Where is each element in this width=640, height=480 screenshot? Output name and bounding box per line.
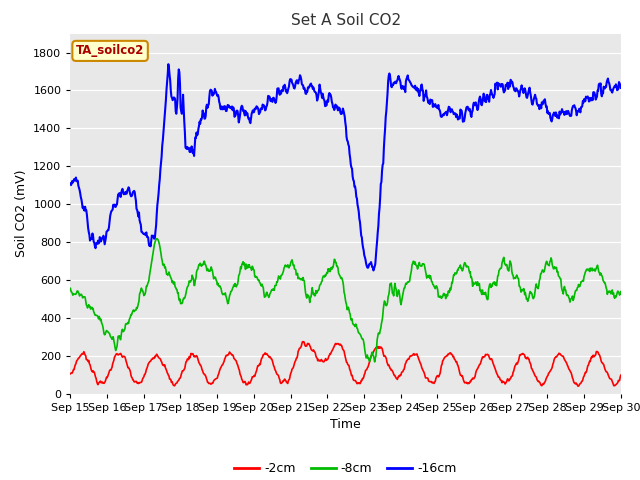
Text: TA_soilco2: TA_soilco2 <box>76 44 144 58</box>
Legend: -2cm, -8cm, -16cm: -2cm, -8cm, -16cm <box>229 457 462 480</box>
X-axis label: Time: Time <box>330 418 361 431</box>
Title: Set A Soil CO2: Set A Soil CO2 <box>291 13 401 28</box>
Y-axis label: Soil CO2 (mV): Soil CO2 (mV) <box>15 170 28 257</box>
